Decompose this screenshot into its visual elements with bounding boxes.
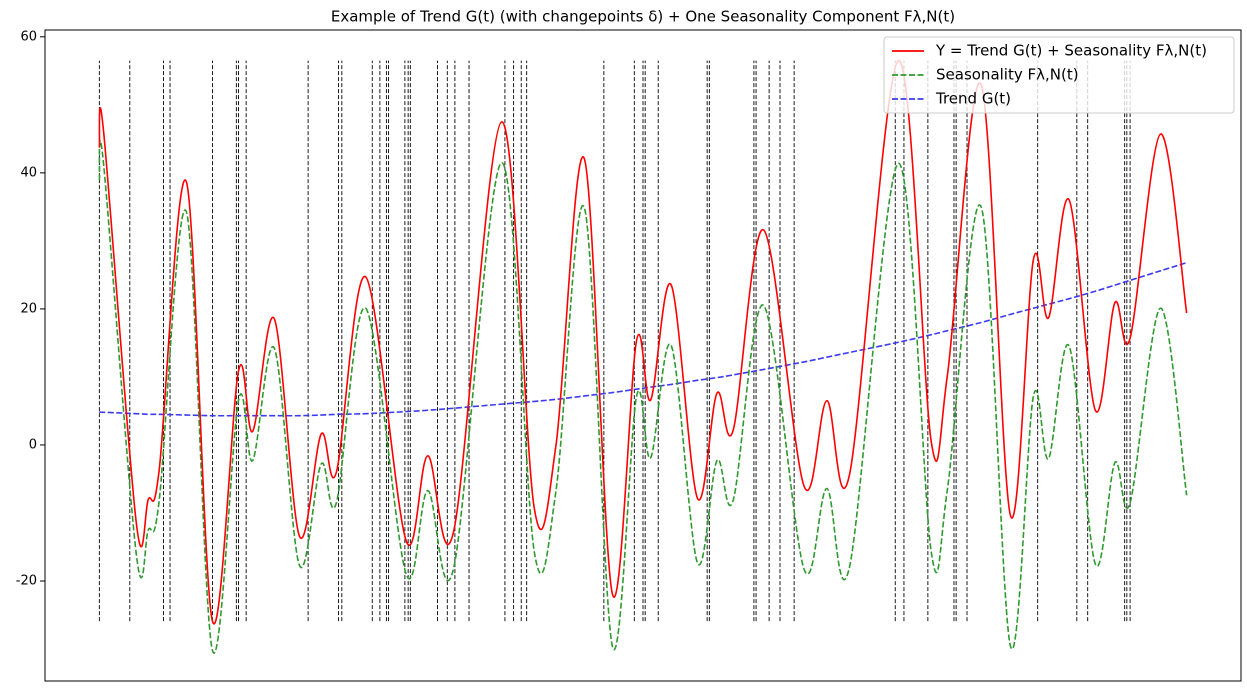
series-line: [98, 59, 1188, 625]
y-tick-label: 20: [20, 301, 37, 316]
legend-label: Y = Trend G(t) + Seasonality Fλ,N(t): [935, 42, 1207, 60]
chart-title: Example of Trend G(t) (with changepoints…: [331, 8, 955, 26]
legend-label: Seasonality Fλ,N(t): [936, 66, 1079, 84]
plot-frame: [44, 29, 1242, 682]
y-tick-label: 0: [29, 437, 37, 452]
y-tick-label: 60: [20, 29, 37, 44]
legend-label: Trend G(t): [935, 90, 1011, 108]
y-tick-label: -20: [16, 574, 37, 589]
series-line: [98, 140, 1188, 654]
legend-box: [883, 36, 1235, 114]
y-tick-label: 40: [20, 165, 37, 180]
legend: Y = Trend G(t) + Seasonality Fλ,N(t) Seas…: [883, 36, 1235, 114]
series-line: [98, 261, 1187, 417]
